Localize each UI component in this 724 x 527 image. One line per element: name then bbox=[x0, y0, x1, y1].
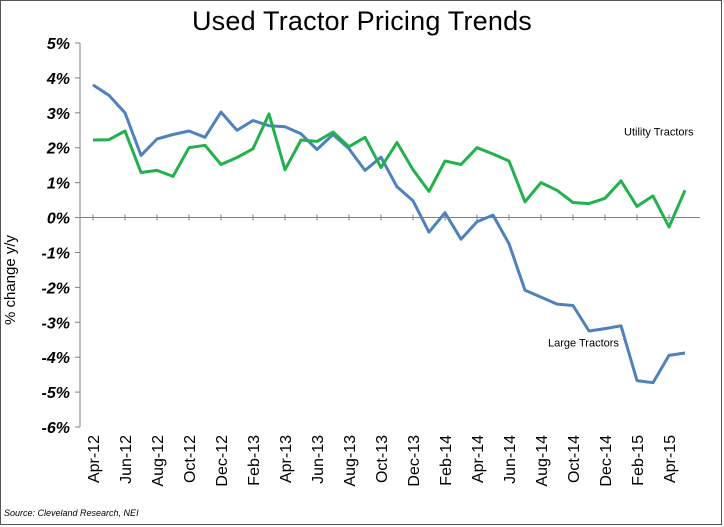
y-tick-label: 0% bbox=[47, 211, 70, 228]
y-tick-label: -5% bbox=[42, 385, 70, 402]
y-tick-label: 1% bbox=[47, 176, 70, 193]
x-tick-label: Apr-14 bbox=[470, 435, 487, 483]
y-tick-label: -1% bbox=[42, 245, 70, 262]
y-tick-label: 2% bbox=[46, 141, 70, 158]
x-tick-label: Apr-12 bbox=[86, 435, 103, 483]
series-group bbox=[92, 83, 687, 385]
source-note: Source: Cleveland Research, NEI bbox=[4, 508, 139, 518]
x-tick-label: Jun-12 bbox=[118, 435, 135, 484]
x-tick-label: Aug-14 bbox=[534, 435, 551, 487]
x-tick-label: Feb-13 bbox=[246, 435, 263, 486]
x-tick-label: Apr-13 bbox=[278, 435, 295, 483]
x-tick-label: Oct-14 bbox=[566, 435, 583, 483]
y-tick-label: -4% bbox=[42, 350, 70, 367]
y-tick-label: -2% bbox=[42, 280, 70, 297]
chart-title: Used Tractor Pricing Trends bbox=[191, 6, 533, 36]
y-tick-label: -3% bbox=[42, 315, 70, 332]
x-tick-label: Aug-12 bbox=[150, 435, 167, 487]
y-tick-label: 5% bbox=[47, 36, 70, 53]
x-tick-label: Feb-15 bbox=[630, 435, 647, 486]
x-tick-label: Oct-12 bbox=[182, 435, 199, 483]
x-tick-label: Jun-13 bbox=[310, 435, 327, 484]
y-tick-label: 4% bbox=[46, 71, 70, 88]
x-tick-label: Apr-15 bbox=[662, 435, 679, 483]
x-tick-label: Aug-13 bbox=[342, 435, 359, 487]
y-axis-ticks: 5% 4% 3% 2% 1% 0% -1% -2% -3% -4% -5% -6% bbox=[42, 36, 80, 437]
series-label-large: Large Tractors bbox=[548, 338, 619, 350]
y-tick-label: -6% bbox=[42, 420, 70, 437]
series-label-utility: Utility Tractors bbox=[624, 127, 694, 139]
x-tick-label: Dec-14 bbox=[598, 435, 615, 487]
x-tick-label: Jun-14 bbox=[502, 435, 519, 484]
series-line-large-tractors bbox=[92, 83, 686, 385]
x-tick-label: Dec-13 bbox=[406, 435, 423, 487]
x-tick-label: Dec-12 bbox=[214, 435, 231, 487]
x-axis-ticks: Apr-12 Jun-12 Aug-12 Oct-12 Dec-12 Feb-13 Apr-… bbox=[86, 214, 679, 487]
x-tick-label: Feb-14 bbox=[438, 435, 455, 486]
x-tick-label: Oct-13 bbox=[374, 435, 391, 483]
series-line-utility-tractors bbox=[92, 112, 687, 229]
y-tick-label: 3% bbox=[47, 106, 70, 123]
